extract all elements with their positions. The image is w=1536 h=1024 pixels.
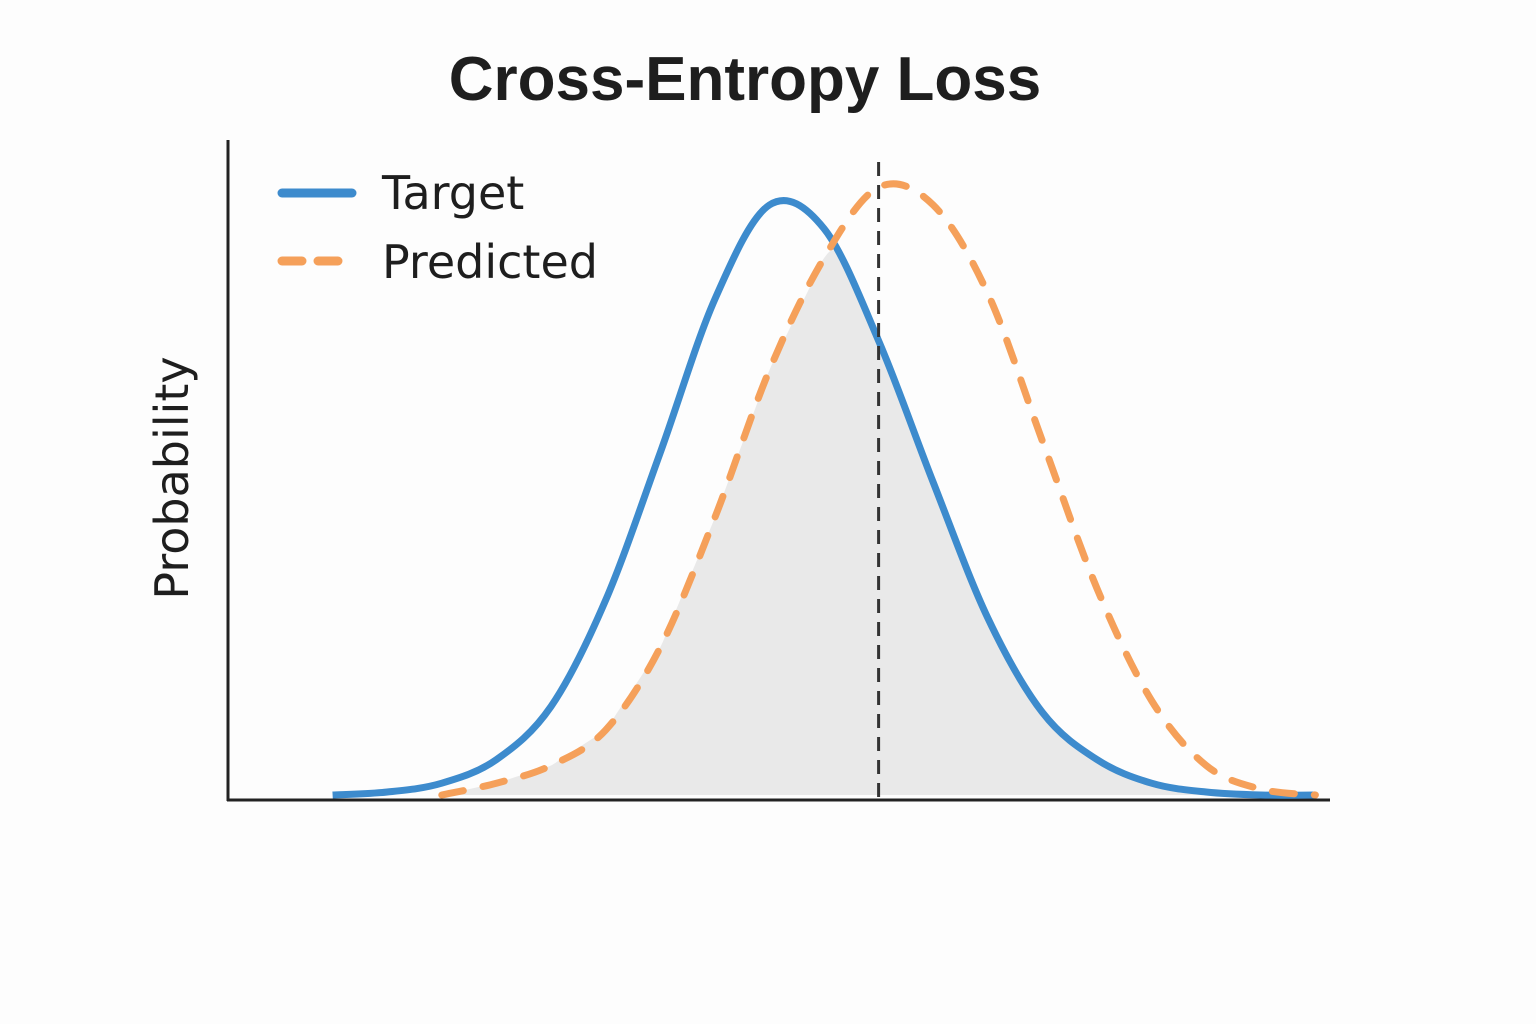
legend-label-target: Target bbox=[381, 166, 524, 220]
series-line-predicted bbox=[438, 180, 1319, 799]
chart-title: Cross-Entropy Loss bbox=[449, 45, 1042, 114]
series-line-target bbox=[332, 197, 1316, 799]
plot-area bbox=[226, 140, 1330, 802]
legend-label-predicted: Predicted bbox=[382, 235, 598, 289]
legend: Target Predicted bbox=[277, 166, 598, 289]
overlap-area bbox=[441, 250, 1316, 796]
y-axis-label: Probability bbox=[145, 356, 199, 599]
